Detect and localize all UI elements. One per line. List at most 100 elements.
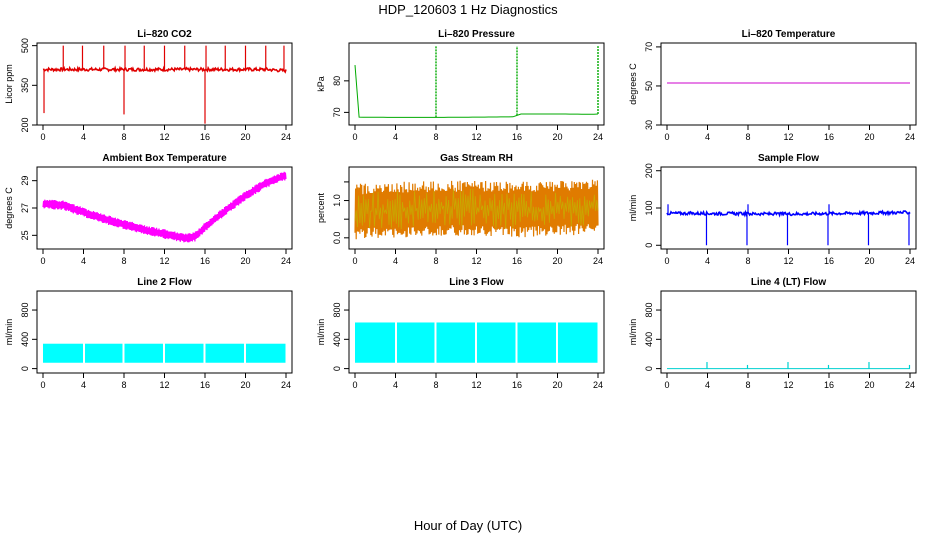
plot-frame <box>348 42 605 126</box>
y-axis-label: percent <box>316 192 326 223</box>
x-tick-label: 0 <box>40 380 45 390</box>
y-axis-label: degrees C <box>628 63 638 105</box>
x-tick-label: 20 <box>864 256 874 266</box>
panel-sample-flow: Sample Flow ml/min 0 4 8 12 16 20 24 0 100 200 <box>628 153 917 266</box>
y-tick-label: 200 <box>20 117 30 132</box>
plot-frame <box>660 42 917 126</box>
panel-title: Li–820 Temperature <box>742 29 836 40</box>
x-axis-label: Hour of Day (UTC) <box>413 518 523 533</box>
x-tick-label: 0 <box>352 132 357 142</box>
x-tick-label: 4 <box>705 256 710 266</box>
y-tick-label: 800 <box>332 303 342 318</box>
x-tick-label: 24 <box>281 380 291 390</box>
x-tick-label: 20 <box>864 132 874 142</box>
x-tick-label: 0 <box>664 380 669 390</box>
series-line <box>42 171 287 243</box>
x-tick-label: 8 <box>433 256 438 266</box>
series-block <box>397 322 435 363</box>
series-block <box>85 343 123 363</box>
x-tick-label: 8 <box>433 132 438 142</box>
x-tick-label: 16 <box>824 380 834 390</box>
x-tick-label: 12 <box>783 132 793 142</box>
panel-title: Line 2 Flow <box>137 277 192 288</box>
x-tick-label: 20 <box>240 132 250 142</box>
y-tick-label: 500 <box>20 38 30 53</box>
y-tick-label: 25 <box>20 230 30 240</box>
x-tick-label: 24 <box>905 256 915 266</box>
x-tick-label: 16 <box>824 256 834 266</box>
y-tick-label: 70 <box>332 107 342 117</box>
panel-title: Li–820 CO2 <box>137 29 192 40</box>
x-tick-label: 16 <box>200 132 210 142</box>
y-axis-label: ml/min <box>628 319 638 346</box>
y-tick-label: 400 <box>20 332 30 347</box>
y-tick-label: 0.0 <box>332 232 342 245</box>
y-tick-label: 1.0 <box>332 194 342 207</box>
y-tick-label: 400 <box>644 332 654 347</box>
x-tick-label: 4 <box>393 256 398 266</box>
series-line-secondary <box>354 188 599 230</box>
y-tick-label: 27 <box>20 203 30 213</box>
y-tick-label: 100 <box>644 200 654 215</box>
x-tick-label: 4 <box>81 256 86 266</box>
panel-title: Li–820 Pressure <box>438 29 515 40</box>
series-block <box>124 343 163 363</box>
x-tick-label: 12 <box>471 256 481 266</box>
x-tick-label: 20 <box>552 132 562 142</box>
y-tick-label: 0 <box>644 243 654 248</box>
y-tick-label: 30 <box>644 120 654 130</box>
y-tick-label: 29 <box>20 176 30 186</box>
series-block <box>43 343 83 363</box>
x-tick-label: 16 <box>512 380 522 390</box>
series-block <box>476 322 516 363</box>
x-tick-label: 0 <box>664 132 669 142</box>
x-tick-label: 8 <box>121 132 126 142</box>
panel-line2-flow: Line 2 Flow ml/min 0 4 8 12 16 20 24 0 400 800 <box>4 277 293 390</box>
x-tick-label: 20 <box>552 380 562 390</box>
y-axis-label: degrees C <box>4 187 14 229</box>
series-block <box>164 343 204 363</box>
y-tick-label: 0 <box>644 366 654 371</box>
series-line <box>666 209 911 218</box>
y-axis-label: kPa <box>316 76 326 92</box>
x-tick-label: 12 <box>783 380 793 390</box>
y-tick-label: 0 <box>332 366 342 371</box>
panel-box-temp: Ambient Box Temperature degrees C 0 4 8 12 16 2… <box>4 153 293 266</box>
y-tick-label: 800 <box>644 303 654 318</box>
x-tick-label: 12 <box>783 256 793 266</box>
x-tick-label: 24 <box>281 256 291 266</box>
panel-line4-flow: Line 4 (LT) Flow ml/min 0 4 8 12 16 20 24 0 400 800 <box>628 277 917 390</box>
series-block <box>205 343 244 363</box>
x-tick-label: 20 <box>240 380 250 390</box>
y-tick-label: 50 <box>644 81 654 91</box>
y-tick-label: 350 <box>20 78 30 93</box>
x-tick-label: 0 <box>40 256 45 266</box>
x-tick-label: 12 <box>471 132 481 142</box>
x-tick-label: 20 <box>240 256 250 266</box>
x-tick-label: 20 <box>552 256 562 266</box>
y-tick-label: 0 <box>20 366 30 371</box>
x-tick-label: 16 <box>200 256 210 266</box>
x-tick-label: 8 <box>121 380 126 390</box>
x-tick-label: 4 <box>81 132 86 142</box>
y-tick-label: 400 <box>332 332 342 347</box>
panel-title: Line 4 (LT) Flow <box>751 277 827 288</box>
plot-frame <box>660 166 917 250</box>
x-tick-label: 16 <box>200 380 210 390</box>
x-tick-label: 16 <box>512 132 522 142</box>
x-tick-label: 4 <box>705 380 710 390</box>
x-tick-label: 12 <box>471 380 481 390</box>
y-tick-label: 800 <box>20 303 30 318</box>
y-tick-label: 70 <box>644 42 654 52</box>
panel-rh: Gas Stream RH percent 0 4 8 12 16 20 24 0.0 1.0 <box>316 153 605 266</box>
x-tick-label: 4 <box>81 380 86 390</box>
panel-title: Gas Stream RH <box>440 153 513 164</box>
x-tick-label: 20 <box>864 380 874 390</box>
panel-licor-temp: Li–820 Temperature degrees C 0 4 8 12 16 20 24 30… <box>628 29 917 142</box>
x-tick-label: 0 <box>664 256 669 266</box>
x-tick-label: 4 <box>393 380 398 390</box>
x-tick-label: 8 <box>433 380 438 390</box>
y-tick-label: 200 <box>644 163 654 178</box>
figure-title: HDP_120603 1 Hz Diagnostics <box>378 2 558 17</box>
